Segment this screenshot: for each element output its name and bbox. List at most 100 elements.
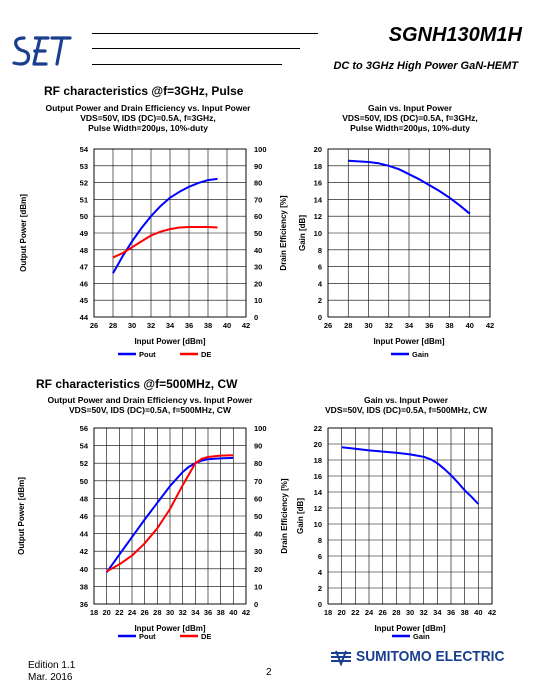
x-axis-label: Input Power [dBm] [373,337,444,346]
x-tick-label: 28 [109,321,117,330]
y-tick-label: 22 [314,424,322,433]
legend-label-pout: Pout [139,632,156,641]
x-tick-label: 38 [204,321,212,330]
legend-label-de: DE [201,632,211,641]
y2-tick-label: 80 [254,459,262,468]
y-tick-label: 0 [318,600,322,609]
x-tick-label: 42 [242,321,250,330]
y-tick-label: 56 [80,424,88,433]
y-tick-label: 6 [318,263,322,272]
y-tick-label: 45 [80,296,88,305]
x-tick-label: 28 [392,608,400,617]
y-tick-label: 49 [80,229,88,238]
x-tick-label: 34 [405,321,414,330]
y2-tick-label: 70 [254,477,262,486]
y-tick-label: 46 [80,279,88,288]
x-tick-label: 40 [466,321,474,330]
series-line-pout [112,177,218,274]
x-tick-label: 42 [488,608,496,617]
legend-label-pout: Pout [139,350,156,359]
y2-tick-label: 0 [254,600,258,609]
y-axis-label: Gain [dB] [296,498,305,534]
legend-label-gain: Gain [413,632,430,641]
x-tick-label: 36 [204,608,212,617]
y-tick-label: 48 [80,246,88,255]
x-tick-label: 18 [324,608,332,617]
chart-pout-de-cw: Output Power and Drain Efficiency vs. In… [17,395,289,641]
chart-subtitle: VDS=50V, IDS (DC)=0.5A, f=500MHz, CW [69,405,232,415]
x-axis-label: Input Power [dBm] [374,624,445,633]
y-tick-label: 16 [314,472,322,481]
series-line-de [106,454,234,573]
y2-tick-label: 40 [254,530,262,539]
y2-tick-label: 80 [254,179,262,188]
header-rule-1 [92,33,318,34]
x-tick-label: 30 [166,608,174,617]
x-tick-label: 32 [178,608,186,617]
y2-tick-label: 50 [254,512,262,521]
x-tick-label: 40 [223,321,231,330]
y2-tick-label: 20 [254,279,262,288]
y-tick-label: 8 [318,246,322,255]
x-tick-label: 26 [90,321,98,330]
y2-tick-label: 100 [254,145,267,154]
y-tick-label: 10 [314,520,322,529]
y-tick-label: 52 [80,459,88,468]
x-tick-label: 42 [486,321,494,330]
x-tick-label: 26 [378,608,386,617]
y2-tick-label: 20 [254,565,262,574]
x-tick-label: 34 [166,321,175,330]
x-tick-label: 32 [419,608,427,617]
y-tick-label: 12 [314,212,322,221]
x-axis-label: Input Power [dBm] [134,624,205,633]
y-axis-label: Output Power [dBm] [17,477,26,555]
x-tick-label: 24 [365,608,374,617]
y-tick-label: 52 [80,179,88,188]
y-tick-label: 20 [314,440,322,449]
y2-tick-label: 0 [254,313,258,322]
y-tick-label: 48 [80,494,88,503]
y2-tick-label: 10 [254,296,262,305]
company-name: SUMITOMO ELECTRIC [356,648,505,665]
y2-tick-label: 60 [254,212,262,221]
y-tick-label: 14 [314,488,323,497]
x-tick-label: 38 [460,608,468,617]
y2-axis-label: Drain Efficiency [%] [279,195,288,270]
plot-frame [93,427,247,605]
x-tick-label: 40 [474,608,482,617]
y2-tick-label: 30 [254,263,262,272]
chart-pout-de-pulse: Output Power and Drain Efficiency vs. In… [19,103,288,359]
y-tick-label: 46 [80,512,88,521]
y-tick-label: 8 [318,536,322,545]
section-title-pulse: RF characteristics @f=3GHz, Pulse [44,84,244,98]
chart-subtitle: VDS=50V, IDS (DC)=0.5A, f=500MHz, CW [325,405,488,415]
y-tick-label: 18 [314,456,322,465]
x-tick-label: 18 [90,608,98,617]
chart-subtitle: VDS=50V, IDS (DC)=0.5A, f=3GHz, [80,113,216,123]
x-tick-label: 30 [364,321,372,330]
x-tick-label: 30 [128,321,136,330]
set-logo-mark [12,36,72,66]
x-tick-label: 36 [425,321,433,330]
x-tick-label: 34 [433,608,442,617]
legend-label-de: DE [201,350,211,359]
legend-label-gain: Gain [412,350,429,359]
chart-subtitle: Pulse Width=200µs, 10%-duty [88,123,208,133]
header-rule-2 [92,48,300,49]
x-tick-label: 36 [185,321,193,330]
chart-title: Output Power and Drain Efficiency vs. In… [46,103,252,113]
y-axis-label: Output Power [dBm] [19,194,28,272]
y-tick-label: 14 [314,195,323,204]
y-tick-label: 12 [314,504,322,513]
x-tick-label: 40 [229,608,237,617]
y2-tick-label: 40 [254,246,262,255]
page-number: 2 [266,667,272,678]
x-tick-label: 42 [242,608,250,617]
y2-tick-label: 60 [254,494,262,503]
y-tick-label: 10 [314,229,322,238]
y-tick-label: 4 [318,279,323,288]
x-tick-label: 32 [385,321,393,330]
x-tick-label: 38 [216,608,224,617]
y2-tick-label: 90 [254,442,262,451]
